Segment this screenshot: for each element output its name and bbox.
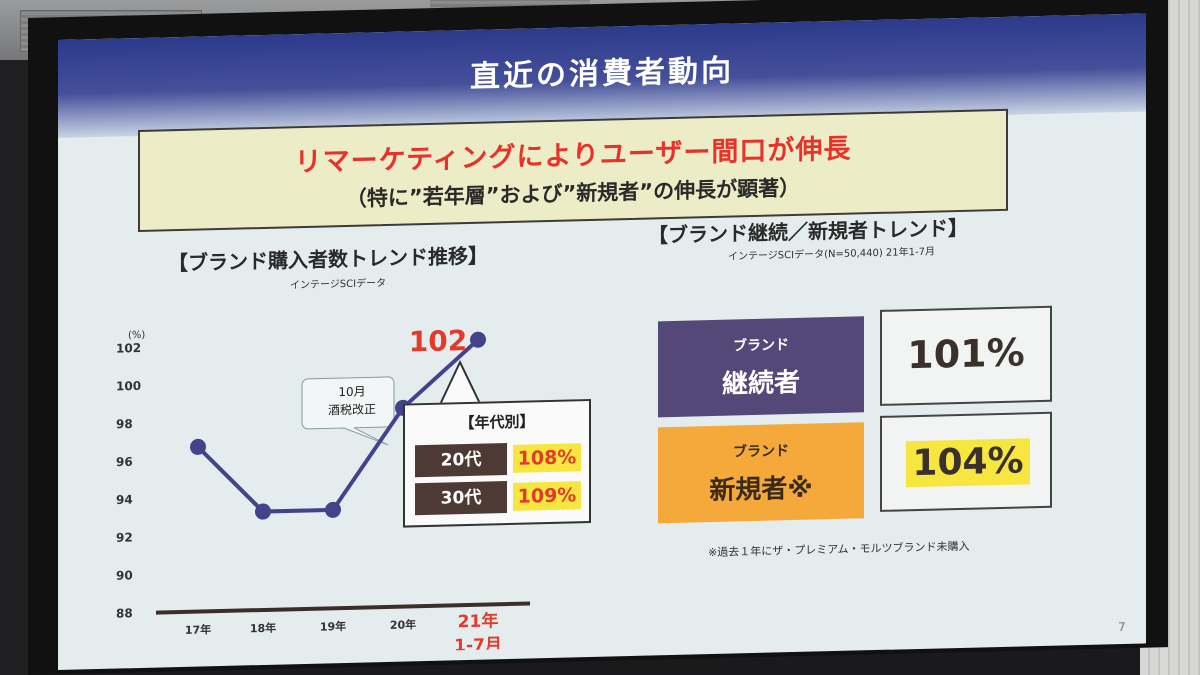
x-tick-label: 20年 xyxy=(390,617,416,632)
age-label: 20代 xyxy=(415,443,507,478)
x-tick-label: 17年 xyxy=(185,622,211,637)
y-tick-label: 88 xyxy=(116,606,133,620)
data-point xyxy=(325,501,341,518)
y-tick-label: 98 xyxy=(116,417,133,431)
x-tick-label: 19年 xyxy=(320,619,346,634)
label-small: ブランド xyxy=(733,337,789,355)
continuing-customers-label: ブランド 継続者 xyxy=(658,316,864,418)
callout-pointer xyxy=(438,359,482,407)
y-tick-label: 90 xyxy=(116,568,133,582)
page-number: 7 xyxy=(1118,619,1126,635)
label-big: 継続者 xyxy=(721,367,800,400)
age-value: 108% xyxy=(513,443,581,473)
annotation-text: 10月 xyxy=(338,384,365,399)
label-small: ブランド xyxy=(733,443,789,461)
y-tick-label: 100 xyxy=(116,379,141,394)
age-value: 109% xyxy=(513,481,581,511)
new-value: 104% xyxy=(906,438,1030,488)
annotation-bubble xyxy=(301,376,395,446)
y-tick-label: 94 xyxy=(116,493,133,507)
purchaser-trend-chart: (%) 88 90 92 94 96 98 100 102 17年 18年 19年 20年 21年 1-7月… xyxy=(116,324,530,656)
data-point xyxy=(470,331,486,348)
age-breakdown-callout: 【年代別】 20代 108% 30代 109% xyxy=(403,398,591,528)
age-label: 30代 xyxy=(415,481,507,516)
x-tick-label: 18年 xyxy=(250,621,276,636)
y-tick-label: 96 xyxy=(116,455,133,469)
presentation-slide: 直近の消費者動向 リマーケティングによりユーザー間口が伸長 （特に”若年層”およ… xyxy=(58,13,1146,671)
callout-title: 【年代別】 xyxy=(459,412,535,433)
y-unit-label: (%) xyxy=(128,330,145,341)
x-axis-line xyxy=(156,601,530,615)
end-value-label: 102 xyxy=(409,324,467,358)
slide-title: 直近の消費者動向 xyxy=(470,53,734,95)
wall xyxy=(0,60,30,675)
footnote: ※過去１年にザ・プレミアム・モルツブランド未購入 xyxy=(708,539,970,560)
continuing-value-box: 101% xyxy=(880,305,1052,406)
x-tick-label: 21年 xyxy=(458,610,499,632)
data-point xyxy=(255,503,271,520)
chart-heading: 【ブランド購入者数トレンド推移】 xyxy=(168,243,488,276)
data-point xyxy=(190,438,206,455)
new-customers-label: ブランド 新規者※ xyxy=(658,422,864,524)
x-tick-label: 1-7月 xyxy=(454,635,502,656)
annotation-text: 酒税改正 xyxy=(328,402,376,417)
y-tick-label: 102 xyxy=(116,341,141,356)
y-tick-label: 92 xyxy=(116,530,133,544)
label-big: 新規者※ xyxy=(709,473,813,507)
continuing-value: 101% xyxy=(907,330,1025,378)
new-value-box: 104% xyxy=(880,411,1052,512)
age-row-30s: 30代 109% xyxy=(415,479,581,516)
age-row-20s: 20代 108% xyxy=(415,441,581,478)
